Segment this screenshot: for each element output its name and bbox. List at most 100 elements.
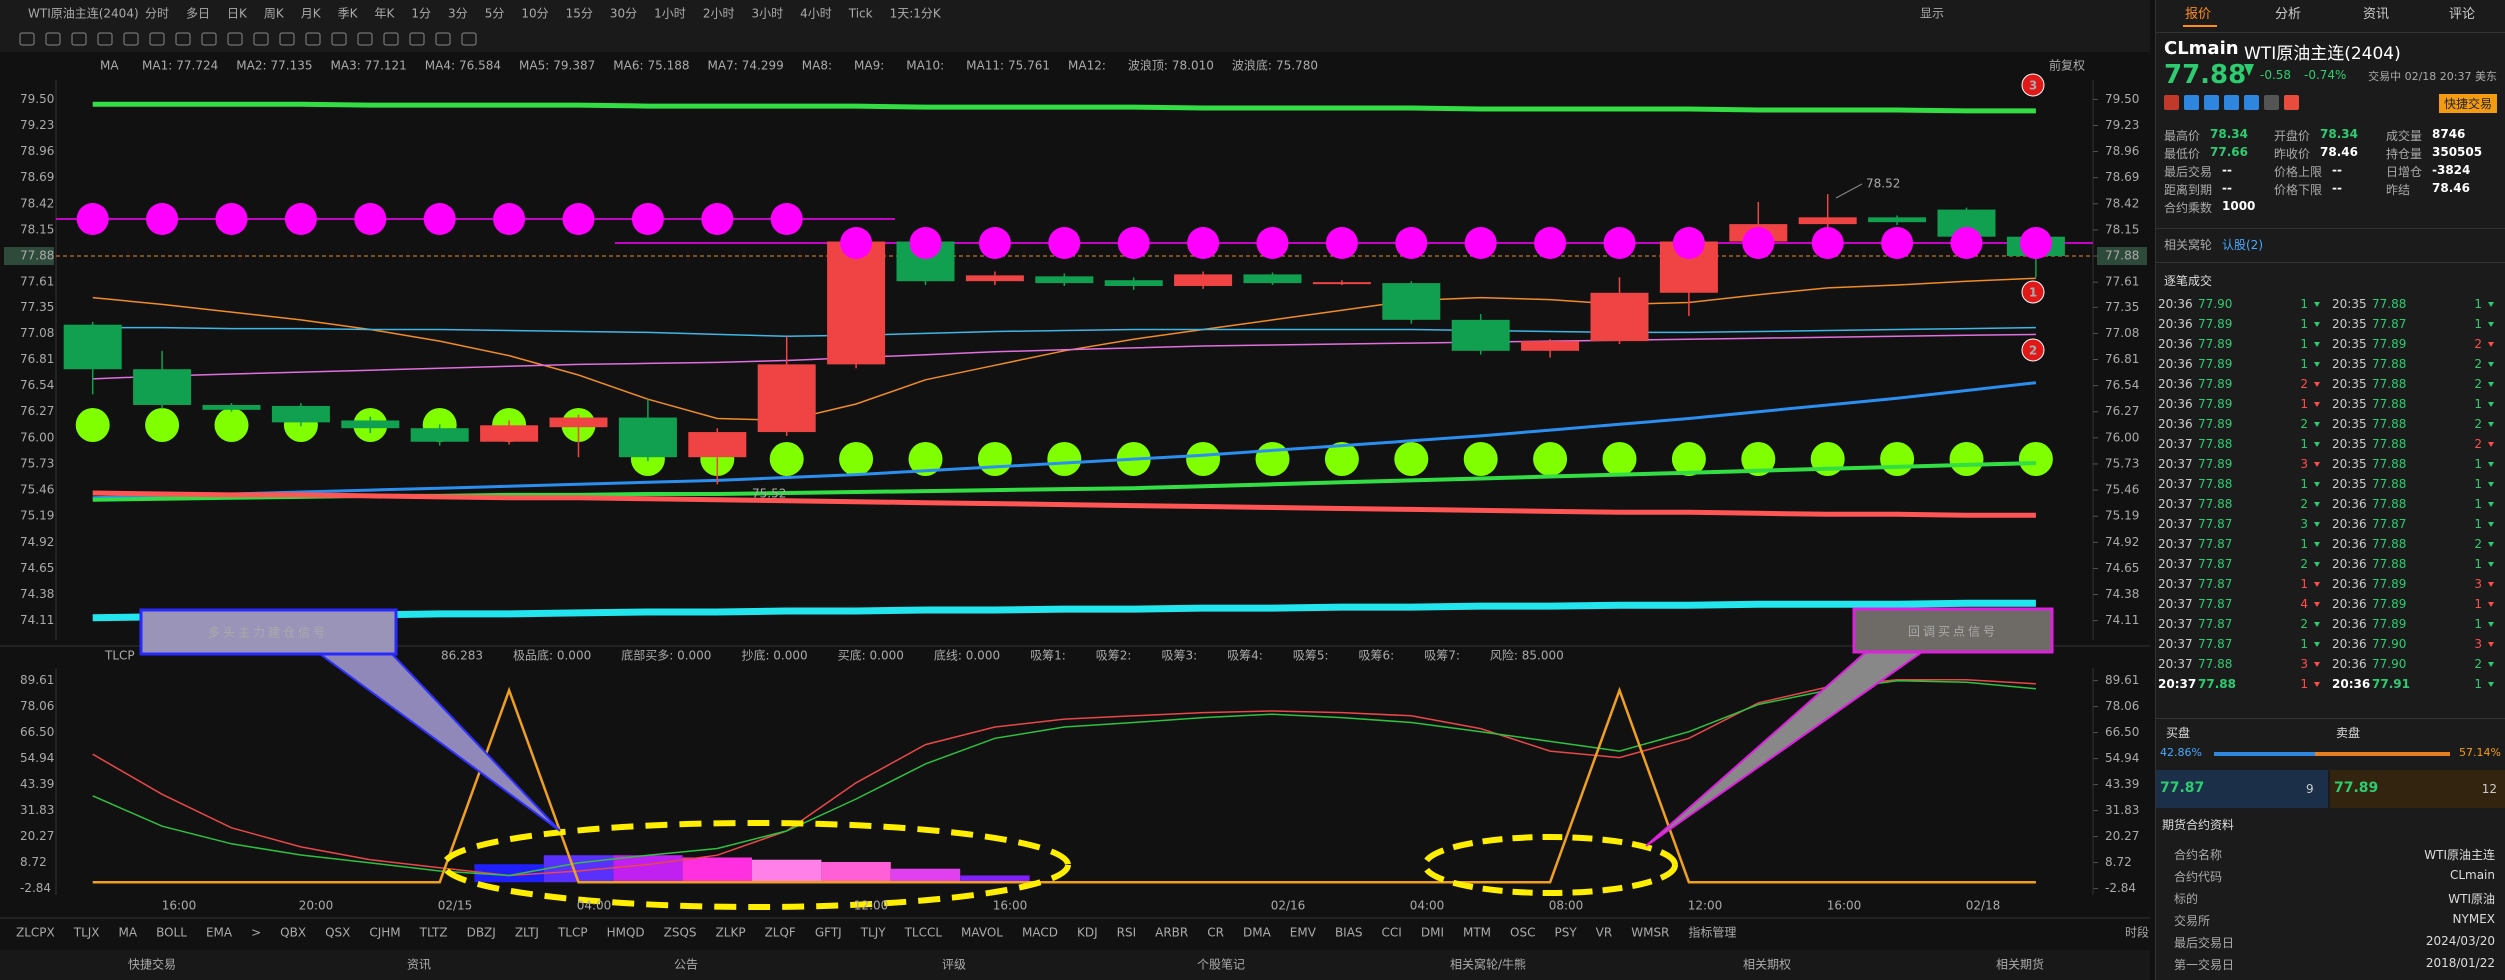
indicator-tab[interactable]: MA: [119, 926, 138, 940]
indicator-tab[interactable]: CR: [1207, 926, 1224, 940]
period-tab[interactable]: 年K: [375, 7, 396, 21]
trade-arrow: [2314, 602, 2320, 607]
trade-price: 77.89: [2198, 417, 2233, 431]
trade-price: 77.88: [2372, 297, 2407, 311]
quick-trade[interactable]: 快捷交易: [2438, 94, 2497, 113]
indicator-tab[interactable]: MACD: [1022, 926, 1058, 940]
period-tab[interactable]: 10分: [521, 7, 548, 21]
y-tick-label: 75.19: [20, 509, 54, 523]
buy-signal-dot: [908, 442, 943, 476]
period-tab[interactable]: 2小时: [703, 7, 735, 21]
indicator-tab[interactable]: ZLTJ: [515, 926, 539, 940]
bottom-tab[interactable]: 相关期货: [1996, 957, 2044, 972]
period-tab[interactable]: 5分: [485, 7, 505, 21]
indicator-tab[interactable]: BOLL: [156, 926, 187, 940]
indicator-tab[interactable]: OSC: [1510, 926, 1535, 940]
indicator-tab[interactable]: BIAS: [1335, 926, 1363, 940]
time-label: 16:00: [993, 899, 1028, 913]
bottom-tab[interactable]: 评级: [942, 958, 966, 972]
period-tab[interactable]: 1天:1分K: [890, 7, 942, 21]
period-tab[interactable]: Tick: [848, 7, 873, 21]
tool-icon: [383, 32, 399, 46]
candle-body: [202, 404, 261, 410]
histogram-bar: [474, 864, 544, 883]
y-tick-label: 74.11: [20, 613, 54, 627]
trade-arrow: [2314, 362, 2320, 367]
indicator-tab[interactable]: ZLKP: [716, 926, 746, 940]
indicator-tab[interactable]: DBZJ: [467, 926, 496, 940]
indicator-tab[interactable]: ARBR: [1155, 926, 1188, 940]
y-tick-label: 79.50: [20, 92, 54, 106]
indicator-tab[interactable]: ZLQF: [765, 926, 796, 940]
panel-tab[interactable]: 分析: [2275, 7, 2302, 22]
indicator-tab[interactable]: TLJX: [73, 926, 100, 940]
period-tab[interactable]: 分时: [145, 7, 169, 21]
chart-area: WTI原油主连(2404) 分时 多日 日K 周K 月K 季K 年K 1分 3分 5分 10分 15分 3…: [0, 5, 2150, 972]
contract-label: 最后交易日: [2174, 936, 2235, 950]
period-tab[interactable]: 3小时: [751, 7, 783, 21]
related-link[interactable]: 认股(2): [2222, 238, 2263, 252]
y-tick-label: 77.88: [20, 249, 54, 263]
y-tick-label: 77.61: [20, 275, 54, 289]
indicator-tab[interactable]: ZSQS: [664, 926, 697, 940]
panel-tab[interactable]: 评论: [2449, 7, 2476, 22]
y-tick-label: 78.06: [2105, 699, 2139, 713]
period-tab[interactable]: 3分: [448, 7, 468, 21]
period-tab[interactable]: 多日: [186, 7, 210, 21]
contract-label: 标的: [2174, 892, 2199, 906]
bottom-tab[interactable]: 相关期权: [1743, 958, 1791, 972]
trade-price: 77.87: [2198, 597, 2233, 611]
indicator-tab[interactable]: CCI: [1382, 926, 1402, 940]
period-tab[interactable]: 1分: [411, 7, 431, 21]
panel-tab[interactable]: 资讯: [2363, 7, 2390, 22]
period-tab[interactable]: 4小时: [800, 7, 832, 21]
indicator-tab[interactable]: CJHM: [369, 926, 400, 940]
indicator-tab[interactable]: MAVOL: [961, 926, 1003, 940]
indicator-tab[interactable]: 指标管理: [1688, 925, 1736, 940]
trade-arrow: [2488, 422, 2494, 427]
indicator-tab[interactable]: QBX: [280, 926, 306, 940]
info-label: 日增仓: [2386, 165, 2423, 179]
indicator-tab[interactable]: TLJY: [860, 926, 887, 940]
indicator-tab[interactable]: WMSR: [1631, 926, 1669, 940]
indicator-tab[interactable]: ZLCPX: [16, 926, 55, 940]
buy-signal-dot: [214, 408, 249, 442]
indicator-tab[interactable]: VR: [1596, 926, 1613, 940]
indicator-tab[interactable]: HMQD: [607, 926, 645, 940]
indicator-tab[interactable]: RSI: [1117, 926, 1137, 940]
indicator-tab[interactable]: MTM: [1463, 926, 1491, 940]
indicator-tab[interactable]: KDJ: [1077, 926, 1098, 940]
panel-tab[interactable]: 报价: [2185, 7, 2212, 22]
bottom-tab[interactable]: 公告: [674, 958, 698, 972]
period-tab[interactable]: 30分: [610, 7, 637, 21]
trade-time: 20:37: [2158, 497, 2193, 511]
period-tab[interactable]: 日K: [227, 7, 248, 21]
tool-icon: [45, 32, 61, 46]
time-label: 04:00: [577, 899, 612, 913]
period-tab[interactable]: 15分: [566, 7, 593, 21]
indicator-tab[interactable]: TLCCL: [904, 926, 943, 940]
indicator-tab[interactable]: GFTJ: [815, 926, 842, 940]
indicator-tab[interactable]: PSY: [1554, 926, 1577, 940]
trade-time: 20:36: [2332, 577, 2367, 591]
period-tab[interactable]: 1小时: [654, 7, 686, 21]
indicator-tab[interactable]: TLTZ: [419, 926, 448, 940]
code: CLmain: [2164, 38, 2239, 59]
indicator-tab[interactable]: QSX: [325, 926, 350, 940]
indicator-tab[interactable]: EMV: [1290, 926, 1317, 940]
bottom-tab[interactable]: 相关窝轮/牛熊: [1450, 957, 1526, 972]
period-tab[interactable]: 周K: [264, 7, 285, 21]
trade-volume: 2: [2474, 657, 2482, 671]
period-tab[interactable]: 月K: [301, 7, 322, 21]
period-tab[interactable]: 季K: [338, 7, 359, 21]
y-tick-label: 75.73: [20, 456, 54, 470]
indicator-tab[interactable]: DMI: [1421, 926, 1444, 940]
bottom-tab[interactable]: 快捷交易: [128, 957, 176, 972]
bottom-tab[interactable]: 个股笔记: [1197, 957, 1245, 972]
ask-box: [2330, 770, 2505, 808]
indicator-tab[interactable]: EMA: [206, 926, 233, 940]
indicator-tab[interactable]: >: [251, 926, 261, 940]
bottom-tab[interactable]: 资讯: [407, 958, 431, 972]
indicator-tab[interactable]: TLCP: [557, 926, 588, 940]
indicator-tab[interactable]: DMA: [1243, 926, 1272, 940]
